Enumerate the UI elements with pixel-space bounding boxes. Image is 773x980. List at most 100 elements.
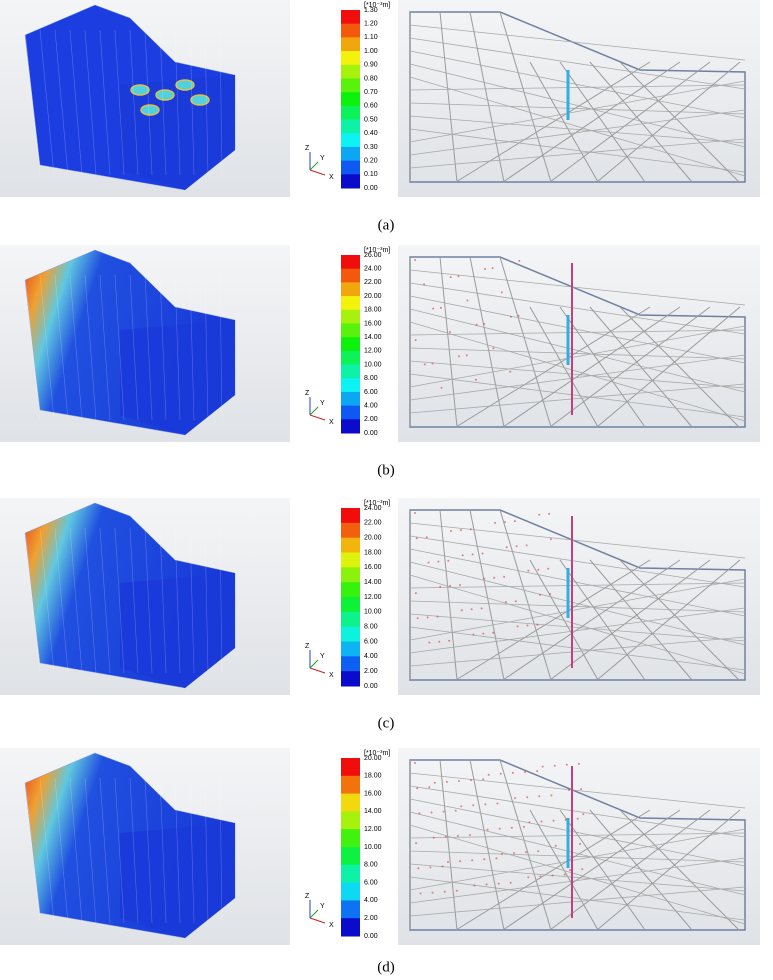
colorbar-segment [341, 378, 360, 393]
colorbar-segment [341, 522, 360, 539]
crack-dot [448, 639, 451, 642]
wire-line [409, 295, 746, 364]
mesh-line [39, 777, 55, 924]
crack-dot [469, 834, 471, 836]
wire-line [409, 383, 746, 414]
wire-line [409, 574, 746, 675]
colorbar-unit: [*10⁻³m] [364, 750, 390, 757]
colorbar-label: 0.70 [364, 89, 378, 96]
crack-dot [491, 267, 494, 270]
colorbar-label: 18.00 [364, 549, 382, 556]
wire-line [596, 61, 741, 183]
crack-dot [438, 640, 441, 643]
wire-line [409, 832, 746, 839]
crack-dot [427, 561, 430, 564]
wire-line [409, 824, 746, 925]
crack-dot [517, 314, 520, 317]
crack-dot [414, 592, 417, 595]
crack-dot [511, 771, 514, 774]
crack-dot [444, 835, 447, 838]
axis-x [309, 414, 326, 421]
crack-dot [469, 528, 472, 531]
crack-dot [483, 858, 486, 861]
crack-dot [475, 323, 478, 326]
crack-dot [551, 874, 554, 877]
wire-line [409, 561, 746, 646]
wire-line [559, 61, 646, 183]
crack-dot [537, 568, 540, 571]
colorbar-label: 6.00 [364, 638, 378, 645]
wire-line [502, 809, 681, 931]
wire-line [455, 61, 651, 183]
mesh-line [159, 29, 167, 176]
mesh-line [24, 777, 41, 924]
colorbar-label: 6.00 [364, 879, 378, 886]
colorbar-segment [341, 611, 360, 628]
crack-dot [500, 852, 503, 855]
crack-dot [447, 861, 449, 863]
wire-line [409, 109, 746, 156]
wire-line [596, 559, 741, 681]
crack-dot [437, 560, 440, 563]
crack-dot [482, 778, 485, 781]
colorbar-segment [341, 656, 360, 672]
crack-dot [458, 355, 461, 358]
wire-line [409, 626, 746, 671]
colorbar-label: 6.00 [364, 389, 378, 396]
crack-dot [563, 873, 566, 876]
crack-dot [528, 821, 531, 824]
crack-dot [485, 883, 488, 886]
mesh-line [129, 527, 139, 674]
wire-line [409, 772, 746, 809]
mesh-line [129, 29, 139, 176]
crack-dot [538, 795, 541, 798]
wire-line [409, 373, 746, 418]
crack-dot [472, 804, 475, 807]
mesh-line [189, 29, 195, 176]
mesh-line [204, 777, 209, 924]
crack-dot [504, 601, 507, 604]
panel: Z Y X [*10⁻³m]26.00 24.00 22.00 20.00 18.00 16.0… [0, 245, 760, 478]
colorbar-segment [341, 350, 360, 366]
crack-dot [431, 362, 434, 365]
crack-dot [495, 857, 498, 860]
crack-dot [509, 370, 512, 373]
colorbar-label: 10.00 [364, 609, 382, 616]
crack-dot [470, 779, 473, 782]
wire-line [409, 128, 746, 173]
wire-line [409, 354, 746, 401]
colorbar-label: 12.00 [364, 594, 382, 601]
wire-line [559, 306, 646, 428]
crack-dot [537, 850, 540, 853]
axis-label: Z [305, 145, 310, 152]
colorbar-segment [341, 10, 360, 25]
colorbar-label: 26.00 [364, 252, 382, 259]
wire-line [439, 11, 458, 183]
crack-dot [539, 593, 542, 596]
colorbar-segment [341, 78, 360, 93]
colorbar-segment [341, 364, 360, 379]
colorbar-unit: [*10⁻³m] [364, 247, 390, 254]
hot-spot [175, 79, 195, 91]
colorbar-segment [341, 537, 360, 553]
crack-dot [577, 762, 580, 765]
crack-dot [536, 770, 539, 773]
crack-dot [524, 771, 526, 773]
wire-line [409, 811, 746, 896]
crack-dot [459, 860, 462, 863]
wire-line [549, 559, 711, 681]
crack-dot [416, 787, 419, 790]
crack-dot [515, 545, 518, 548]
wire-line [596, 809, 741, 931]
mesh-line [69, 777, 83, 924]
crack-dot [548, 512, 551, 515]
crack-dot [474, 378, 477, 381]
wire-line [549, 306, 711, 428]
colorbar-label: 0.50 [364, 116, 378, 123]
crack-dot [516, 625, 519, 628]
mesh-line [219, 777, 223, 924]
crack-dot [522, 825, 525, 828]
crack-dot [500, 291, 503, 294]
colorbar-segment [341, 567, 360, 583]
wire-line [409, 24, 746, 61]
